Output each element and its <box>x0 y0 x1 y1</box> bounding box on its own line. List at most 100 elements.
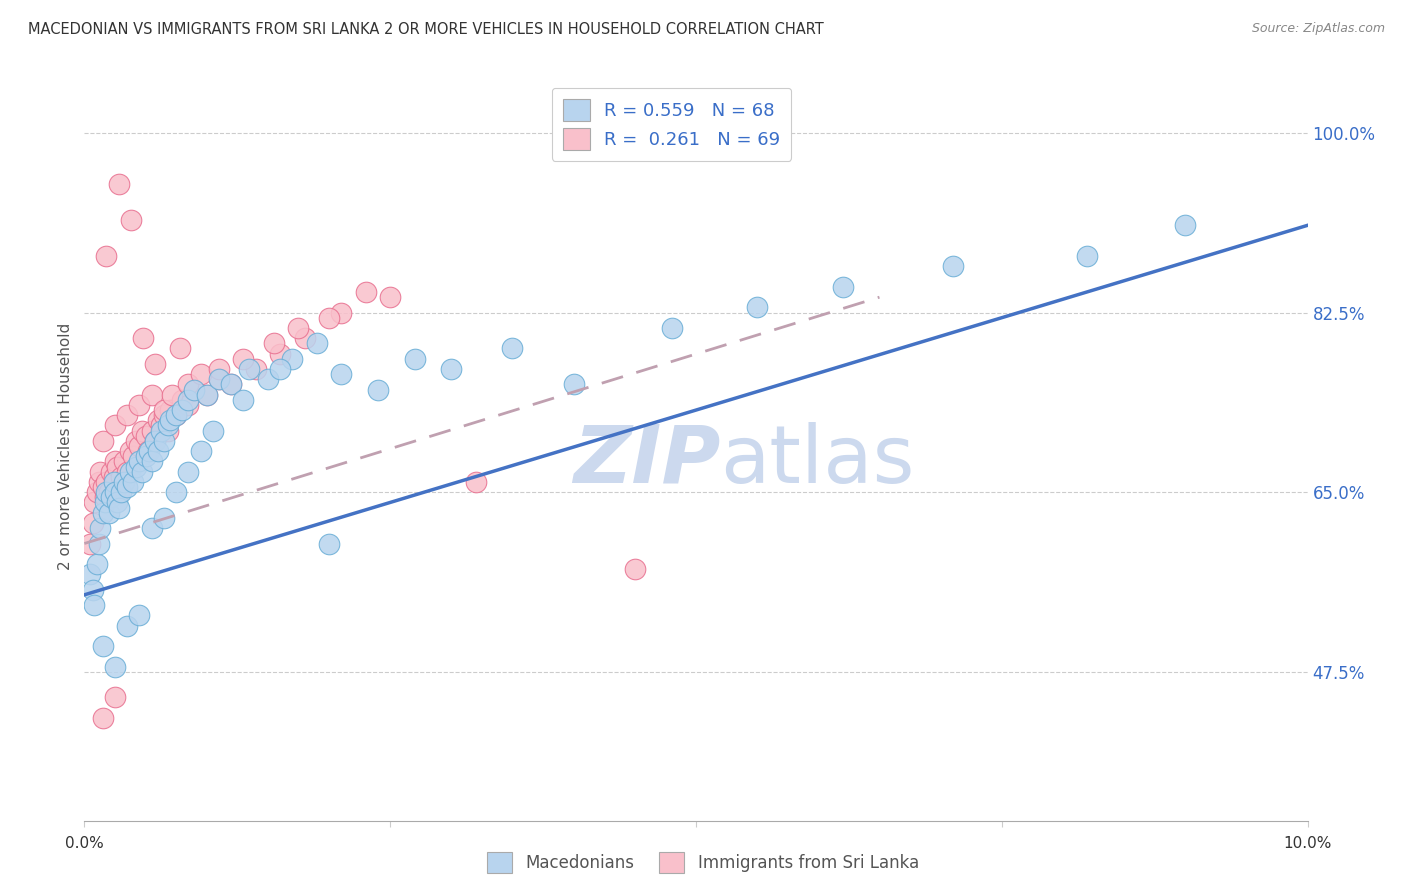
Point <box>135 450 157 464</box>
Point <box>138 444 160 458</box>
Point <box>257 372 280 386</box>
Point <box>125 434 148 448</box>
Point <box>141 387 163 401</box>
Point <box>143 434 166 448</box>
Point <box>153 408 176 422</box>
Point <box>177 392 200 407</box>
Point <box>183 383 205 397</box>
Point <box>146 444 169 458</box>
Point <box>172 392 194 407</box>
Point <box>330 305 353 319</box>
Point <box>100 491 122 505</box>
Point <box>79 567 101 582</box>
Point <box>125 459 148 474</box>
Point <box>153 434 176 448</box>
Point <box>464 475 486 489</box>
Point <box>104 485 127 500</box>
Point <box>747 301 769 315</box>
Point <box>232 351 254 366</box>
Point <box>120 213 142 227</box>
Point <box>100 465 122 479</box>
Point <box>942 260 965 274</box>
Point <box>83 495 105 509</box>
Point <box>86 485 108 500</box>
Point <box>115 480 138 494</box>
Point <box>169 342 191 356</box>
Text: 0.0%: 0.0% <box>65 836 104 851</box>
Point <box>177 398 200 412</box>
Point <box>165 408 187 422</box>
Point <box>281 351 304 366</box>
Legend: R = 0.559   N = 68, R =  0.261   N = 69: R = 0.559 N = 68, R = 0.261 N = 69 <box>551 88 792 161</box>
Point <box>103 475 125 489</box>
Point <box>82 582 104 597</box>
Point <box>354 285 377 299</box>
Point <box>112 454 135 468</box>
Point <box>146 413 169 427</box>
Point <box>97 506 120 520</box>
Point <box>122 450 145 464</box>
Point <box>89 465 111 479</box>
Point <box>131 424 153 438</box>
Point <box>269 362 291 376</box>
Point <box>128 608 150 623</box>
Point <box>159 403 181 417</box>
Point <box>104 454 127 468</box>
Point <box>107 485 129 500</box>
Point <box>110 470 132 484</box>
Point <box>562 377 585 392</box>
Point <box>330 367 353 381</box>
Point <box>219 377 242 392</box>
Point <box>190 444 212 458</box>
Point <box>305 336 328 351</box>
Point <box>1174 219 1197 233</box>
Point <box>112 475 135 489</box>
Point <box>1076 249 1098 263</box>
Point <box>624 562 647 576</box>
Point <box>177 377 200 392</box>
Point <box>96 249 118 263</box>
Point <box>245 362 267 376</box>
Point <box>128 439 150 453</box>
Point <box>162 387 184 401</box>
Point <box>263 336 285 351</box>
Point <box>94 491 117 505</box>
Point <box>208 372 231 386</box>
Point <box>83 598 105 612</box>
Point <box>115 465 138 479</box>
Point <box>94 495 117 509</box>
Point <box>87 475 110 489</box>
Point <box>132 331 155 345</box>
Point <box>183 383 205 397</box>
Point <box>232 392 254 407</box>
Point <box>172 403 194 417</box>
Point <box>105 459 128 474</box>
Point <box>380 290 402 304</box>
Point <box>269 346 291 360</box>
Point <box>150 424 173 438</box>
Point <box>153 511 176 525</box>
Point <box>105 495 128 509</box>
Point <box>86 557 108 571</box>
Text: Source: ZipAtlas.com: Source: ZipAtlas.com <box>1251 22 1385 36</box>
Point <box>318 536 340 550</box>
Point <box>97 485 120 500</box>
Point <box>118 444 141 458</box>
Point <box>91 434 114 448</box>
Point <box>318 310 340 325</box>
Point <box>115 618 138 632</box>
Point <box>91 711 114 725</box>
Point <box>96 485 118 500</box>
Point <box>104 659 127 673</box>
Point <box>190 367 212 381</box>
Point <box>831 280 853 294</box>
Point <box>128 454 150 468</box>
Point <box>91 480 114 494</box>
Text: atlas: atlas <box>720 422 915 500</box>
Point <box>107 178 129 192</box>
Point <box>165 408 187 422</box>
Point <box>195 387 218 401</box>
Point <box>122 475 145 489</box>
Point <box>661 321 683 335</box>
Point <box>107 500 129 515</box>
